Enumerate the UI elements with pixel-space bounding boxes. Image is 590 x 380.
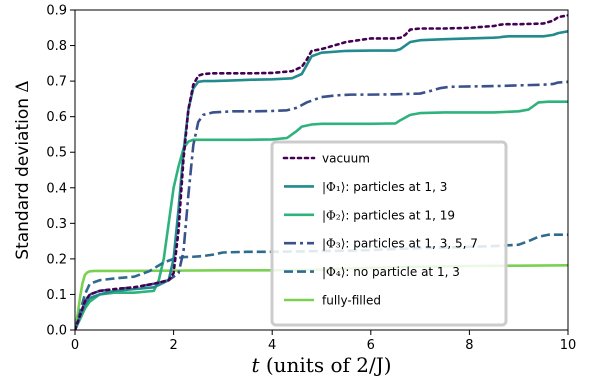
legend-box — [270, 140, 508, 327]
y-tick-label: 0.7 — [46, 75, 67, 90]
x-tick-label: 6 — [367, 338, 375, 353]
x-axis-label-text: (units of 2/J) — [259, 353, 391, 377]
y-tick-label: 0.2 — [46, 252, 67, 267]
x-tick-label: 0 — [71, 338, 79, 353]
legend-entry-3: |Φ₃⟩: particles at 1, 3, 5, 7 — [284, 237, 478, 251]
y-axis-label-symbol: Δ — [13, 80, 33, 92]
x-tick-label: 2 — [169, 338, 177, 353]
y-tick-label: 0.6 — [46, 110, 67, 125]
legend-label: vacuum — [322, 152, 370, 166]
x-tick-label: 10 — [560, 338, 577, 353]
legend: vacuum |Φ₁⟩: particles at 1, 3 |Φ₂⟩: parti… — [270, 140, 508, 327]
y-axis-ticks: 0.0 0.1 0.2 0.3 0.4 0.5 0.6 0.7 0.8 0.9 — [46, 4, 75, 339]
x-axis-label-math: t — [251, 353, 260, 377]
plot-area: 0 2 4 6 8 10 0.0 0.1 0.2 0.3 0.4 0.5 0.6 0.7 0.8 0.9 — [46, 4, 576, 354]
axes-frame — [74, 9, 569, 331]
legend-entry-2: |Φ₂⟩: particles at 1, 19 — [284, 208, 455, 222]
legend-label: |Φ₂⟩: particles at 1, 19 — [322, 208, 455, 222]
legend-entry-1: |Φ₁⟩: particles at 1, 3 — [284, 180, 447, 194]
series-line-1 — [75, 30, 568, 330]
y-tick-label: 0.1 — [46, 288, 67, 303]
y-axis-label-text: Standard deviation — [13, 93, 33, 260]
legend-entry-0: vacuum — [282, 152, 370, 166]
x-tick-label: 4 — [268, 338, 276, 353]
y-tick-label: 0.9 — [46, 4, 67, 19]
legend-entry-5: fully-filled — [284, 294, 381, 308]
legend-label: |Φ₄⟩: no particle at 1, 3 — [322, 265, 460, 279]
y-tick-label: 0.0 — [46, 324, 67, 339]
x-tick-label: 8 — [465, 338, 473, 353]
legend-label: |Φ₃⟩: particles at 1, 3, 5, 7 — [322, 237, 478, 251]
y-tick-label: 0.4 — [46, 181, 67, 196]
legend-entry-4: |Φ₄⟩: no particle at 1, 3 — [284, 265, 460, 279]
y-tick-label: 0.5 — [46, 146, 67, 161]
series-line-2 — [75, 100, 568, 330]
series-line-0 — [75, 14, 568, 330]
legend-label: |Φ₁⟩: particles at 1, 3 — [322, 180, 447, 194]
y-tick-label: 0.3 — [46, 217, 67, 232]
x-axis-label: t (units of 2/J) — [251, 353, 391, 377]
x-axis-ticks: 0 2 4 6 8 10 — [71, 330, 576, 353]
y-axis-label: Standard deviation Δ — [13, 80, 33, 259]
series-line-3 — [75, 80, 568, 330]
legend-label: fully-filled — [322, 294, 381, 308]
legend-items: vacuum |Φ₁⟩: particles at 1, 3 |Φ₂⟩: parti… — [282, 152, 478, 308]
y-tick-label: 0.8 — [46, 39, 67, 54]
